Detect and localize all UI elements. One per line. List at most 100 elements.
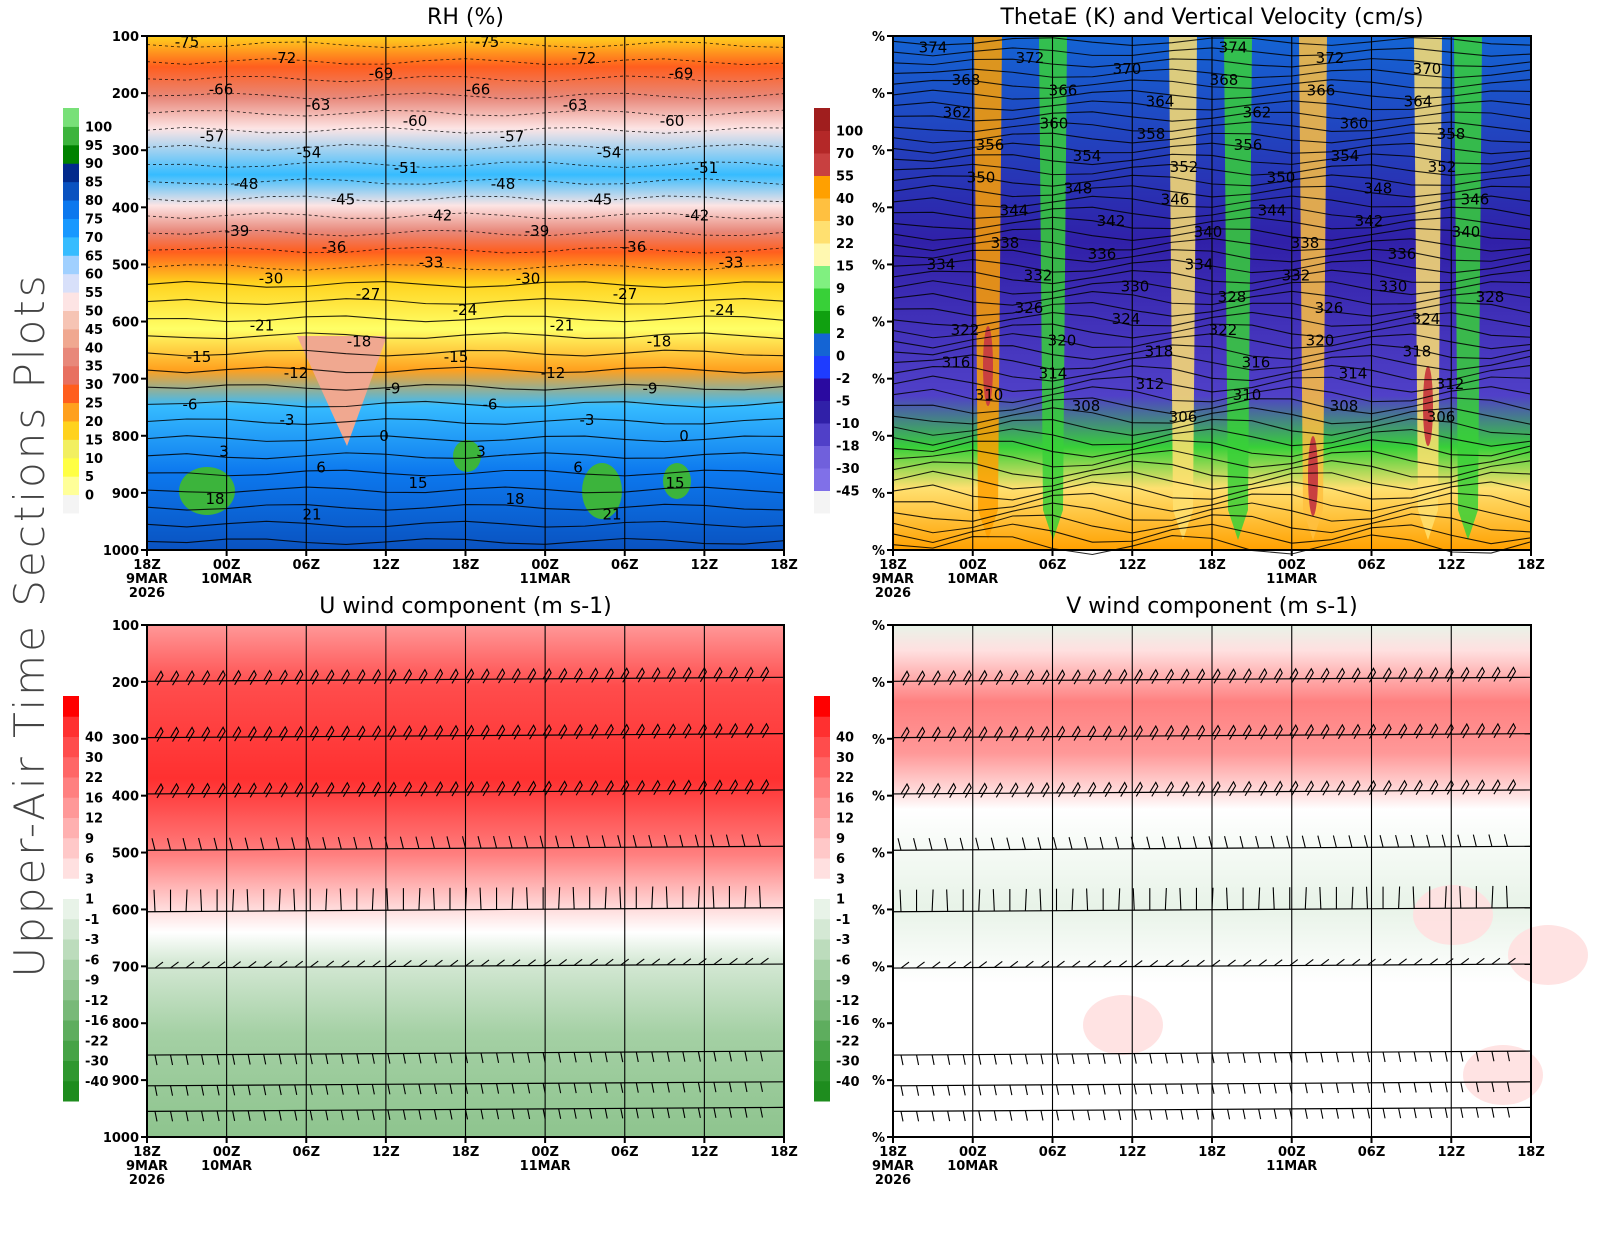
wind-barb [1286,835,1291,848]
wind-barb [1040,1110,1044,1121]
contour-label: 322 [951,321,980,339]
contour-label: -21 [250,317,275,335]
colorbar-swatch [814,939,830,960]
wind-barb [1304,1052,1308,1063]
wind-barb [1351,667,1361,683]
wind-barb [1056,960,1065,968]
y-tick-label: % [872,30,885,45]
wind-barb [682,1082,686,1093]
contour-label: 356 [1234,136,1263,154]
wind-barb [1491,957,1501,965]
wind-barb [1118,888,1121,911]
colorbar-swatch [63,1020,79,1041]
wind-barb [294,725,304,742]
wind-barb [154,726,164,742]
wind-barb [511,780,521,796]
wind-barb [201,782,211,798]
wind-barb [1304,959,1314,966]
wind-barb [1367,723,1377,739]
v-positive-blob [1413,885,1493,945]
wind-barb [713,779,723,795]
wind-barb [1475,722,1485,739]
wind-barb [496,1109,500,1120]
wind-barb [900,1085,904,1096]
x-tick-sublabel: 9MAR [126,572,168,587]
wind-barb [916,782,926,799]
colorbar-label: 75 [85,212,103,227]
colorbar-swatch [63,696,79,717]
colorbar-label: 40 [85,731,103,746]
colorbar-label: 0 [836,350,845,365]
colorbar-label: 55 [85,286,103,301]
wind-barb [916,1111,920,1122]
y-tick-label: 100 [112,30,139,45]
wind-barb [542,780,552,796]
contour-label: 346 [1161,190,1190,208]
colorbar-swatch [63,273,79,293]
colorbar-swatch [63,347,79,367]
contour-label: 18 [205,490,224,508]
y-tick-label: % [872,903,885,918]
contour-label: 310 [975,386,1004,404]
wind-barb [1009,725,1019,742]
wind-barb [897,838,902,851]
wind-barb [325,1053,329,1065]
wind-barb [154,1054,158,1066]
wind-barb [1367,779,1377,796]
contour-label: -45 [588,191,613,209]
contour-label: 348 [1064,180,1093,198]
wind-barb [931,669,941,686]
contour-label: 332 [1282,266,1311,284]
colorbar-label: -45 [836,485,860,500]
wind-barb [604,1082,608,1094]
wind-barb [232,782,242,798]
wind-barb [558,667,568,684]
colorbar-label: 3 [836,872,845,887]
x-tick-sublabel: 10MAR [201,572,252,587]
wind-barb [900,670,910,686]
colorbar-swatch [814,130,830,154]
wind-barb [635,1082,639,1093]
contour-label: 18 [505,490,524,508]
wind-barb [993,1110,997,1121]
colorbar-label: 30 [85,378,103,393]
wind-barb [1102,781,1112,797]
wind-barb [1398,666,1408,683]
wind-barb [403,960,412,967]
wind-barb [1102,960,1112,968]
wind-barb [1149,668,1159,685]
y-tick-label: % [872,201,885,216]
wind-barb [931,1054,935,1065]
wind-barb [309,1053,313,1065]
colorbar-swatch [814,756,830,778]
y-tick-label: 100 [112,619,139,634]
wind-barb [1506,1051,1510,1062]
wind-barb [1009,1054,1013,1065]
wind-barb [990,837,995,850]
colorbar-swatch [63,163,79,183]
wind-barb [1087,1053,1091,1064]
wind-barb [247,725,257,742]
wind-barb [1273,1052,1277,1063]
wind-barb [931,961,941,969]
contour-label: -30 [516,269,541,287]
contour-label: 360 [1340,114,1369,132]
y-tick-label: 300 [112,733,139,748]
rh-moist-blob [582,463,622,519]
contour-label: 326 [1315,299,1344,317]
contour-label: -3 [580,411,595,429]
y-tick-label: % [872,87,885,102]
contour-label: -51 [394,159,419,177]
wind-barb [1133,668,1143,685]
wind-barb [418,1053,422,1064]
wind-barb [480,1109,484,1120]
wind-barb [1224,836,1229,849]
wind-barb [294,960,304,968]
wind-barb [713,722,723,739]
x-tick-label: 00Z [1278,1145,1306,1160]
colorbar-swatch [63,736,79,758]
contour-label: 344 [1258,201,1287,219]
contour-label: 21 [602,506,621,524]
y-tick-label: 800 [112,1017,139,1032]
x-tick-label: 00Z [959,558,987,573]
